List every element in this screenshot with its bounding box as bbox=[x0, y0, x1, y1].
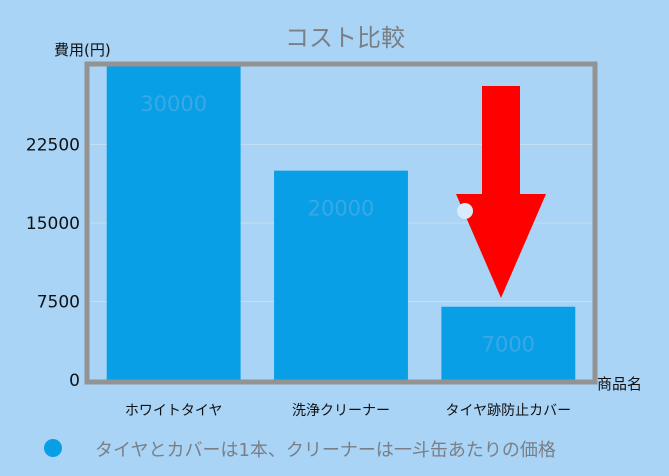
bar-data-label: 20000 bbox=[308, 197, 375, 221]
bar-data-label: 7000 bbox=[482, 333, 535, 357]
y-tick-label: 0 bbox=[69, 371, 80, 391]
x-category-label: 洗浄クリーナー bbox=[292, 403, 390, 419]
bar bbox=[106, 66, 241, 380]
y-tick-label: 7500 bbox=[37, 293, 80, 313]
down-arrow-annotation bbox=[456, 86, 546, 298]
legend-entry: タイヤとカバーは1本、クリーナーは一斗缶あたりの価格 bbox=[95, 440, 556, 461]
x-category-label: タイヤ跡防止カバー bbox=[446, 403, 572, 419]
bar-data-label: 30000 bbox=[140, 92, 207, 116]
x-axis-categories: ホワイトタイヤ 洗浄クリーナー タイヤ跡防止カバー bbox=[125, 403, 571, 419]
annotation-dot bbox=[457, 203, 473, 219]
bar-data-labels: 30000 20000 7000 bbox=[140, 92, 535, 357]
legend: タイヤとカバーは1本、クリーナーは一斗缶あたりの価格 bbox=[44, 439, 556, 461]
bar bbox=[441, 306, 576, 380]
y-tick-label: 15000 bbox=[26, 214, 80, 234]
legend-swatch bbox=[44, 439, 62, 457]
y-axis-ticks: 0 7500 15000 22500 bbox=[26, 136, 80, 392]
bar-group bbox=[106, 66, 576, 380]
x-axis-label: 商品名 bbox=[597, 375, 642, 393]
bar bbox=[274, 170, 408, 380]
x-category-label: ホワイトタイヤ bbox=[125, 403, 223, 419]
y-tick-label: 22500 bbox=[26, 136, 80, 156]
plot-frame bbox=[84, 61, 598, 385]
y-axis-label: 費用(円) bbox=[54, 41, 111, 59]
chart-title: コスト比較 bbox=[285, 24, 405, 52]
